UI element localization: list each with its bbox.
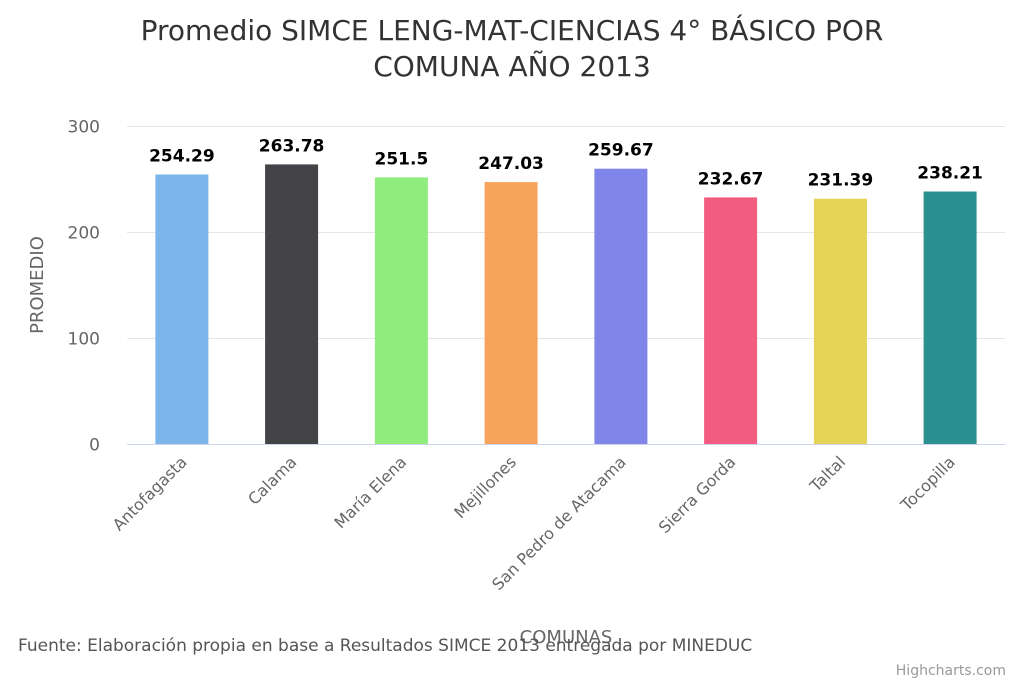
bar-san-pedro-de-atacama[interactable] — [594, 168, 648, 444]
data-label: 231.39 — [808, 171, 874, 191]
x-category-label: Antofagasta — [109, 452, 191, 534]
x-category-label: María Elena — [330, 452, 410, 532]
y-tick-label: 100 — [68, 330, 100, 350]
bar-calama[interactable] — [265, 164, 319, 444]
y-axis-ticks: 0 100 200 300 — [68, 118, 100, 456]
y-tick-label: 300 — [68, 118, 100, 138]
bar-tocopilla[interactable] — [923, 191, 977, 445]
x-category-label: Tocopilla — [896, 452, 959, 515]
bar-sierra-gorda[interactable] — [704, 197, 758, 444]
x-category-label: Calama — [244, 452, 300, 508]
data-label: 247.03 — [478, 154, 544, 174]
data-label: 263.78 — [259, 136, 325, 156]
y-tick-label: 200 — [68, 224, 100, 244]
data-label: 232.67 — [698, 169, 764, 189]
data-label: 238.21 — [917, 164, 983, 184]
x-category-label: Sierra Gorda — [655, 452, 740, 537]
x-category-label: Taltal — [805, 452, 849, 496]
data-labels: 254.29 263.78 251.5 247.03 259.67 232.67 231.3… — [149, 136, 983, 190]
y-axis-title: PROMEDIO — [27, 236, 48, 334]
x-axis-title: COMUNAS — [520, 627, 613, 648]
credits-link[interactable]: Highcharts.com — [896, 663, 1006, 679]
bar-taltal[interactable] — [813, 198, 867, 444]
chart-title: Promedio SIMCE LENG-MAT-CIENCIAS 4° BÁSI… — [141, 13, 884, 83]
source-note: Fuente: Elaboración propia en base a Res… — [18, 636, 752, 656]
data-label: 254.29 — [149, 147, 215, 167]
bar-antofagasta[interactable] — [155, 174, 209, 445]
y-gridlines — [127, 126, 1005, 339]
x-category-label: Mejillones — [450, 452, 520, 522]
y-tick-label: 0 — [89, 436, 100, 456]
chart-title-line-1: Promedio SIMCE LENG-MAT-CIENCIAS 4° BÁSI… — [141, 13, 884, 47]
chart-title-line-2: COMUNA AÑO 2013 — [373, 50, 651, 83]
data-label: 259.67 — [588, 141, 654, 161]
data-label: 251.5 — [375, 149, 429, 169]
bar-mar-a-elena[interactable] — [374, 177, 428, 444]
x-axis-categories: Antofagasta Calama María Elena MejillonesSa… — [109, 452, 959, 594]
bar-series — [155, 164, 977, 445]
bar-mejillones[interactable] — [484, 182, 538, 444]
